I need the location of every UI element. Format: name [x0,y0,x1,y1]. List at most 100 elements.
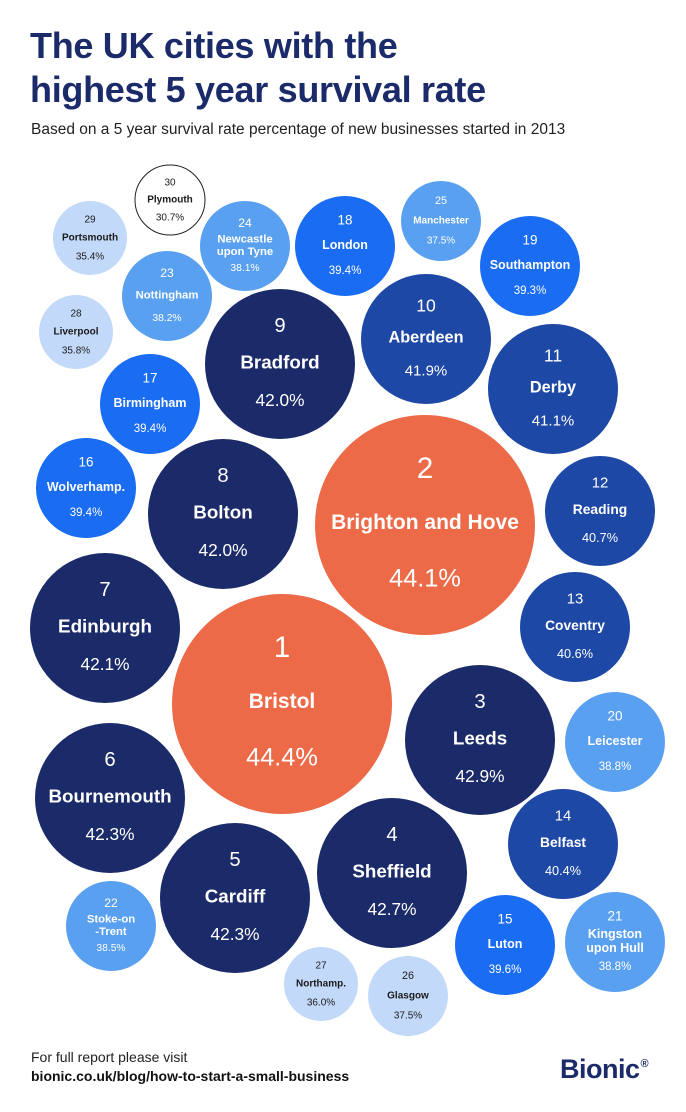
bubble-rate-label: 42.7% [367,899,416,919]
bubble-circle [35,723,185,873]
bubble-city-name: Portsmouth [62,232,118,243]
bubble-circle [39,295,113,369]
bubble-rank: 24 [238,216,252,230]
logo-text: Bionic [560,1054,640,1084]
bubble-rank: 25 [435,195,447,207]
bubble-rate-label: 38.1% [230,263,259,274]
bubble-city-name: Liverpool [53,326,98,337]
bubble-rank: 23 [160,266,174,280]
bubble-city-name: Northamp. [296,978,346,989]
bubble-rate-label: 42.9% [455,766,504,786]
bubble-circle [488,324,618,454]
bubble-12: 12 Reading 40.7% [545,456,655,566]
bubble-rate-label: 44.4% [246,744,318,772]
bubble-rate-label: 41.9% [405,362,448,379]
bubble-14: 14 Belfast 40.4% [508,789,618,899]
bubble-rank: 7 [99,579,110,601]
bubble-rate-label: 42.3% [85,824,134,844]
bubble-rate-label: 42.0% [198,540,247,560]
registered-mark: ® [640,1058,649,1070]
bubble-18: 18 London 39.4% [295,196,395,296]
bubble-rank: 13 [567,592,584,608]
bubble-23: 23 Nottingham 38.2% [122,251,212,341]
bubble-rank: 9 [274,315,285,337]
bubble-circle [66,881,156,971]
bubble-rank: 11 [544,345,562,365]
bubble-26: 26 Glasgow 37.5% [368,956,448,1036]
bubble-city-name: Sheffield [352,860,431,881]
bubble-15: 15 Luton 39.6% [455,895,555,995]
bubble-rank: 26 [402,970,414,982]
bubble-rate-label: 39.4% [134,423,167,435]
bubble-city-name: Plymouth [147,194,193,205]
bubble-city-name: -Trent [95,926,127,938]
bubble-2: 2 Brighton and Hove 44.1% [315,415,535,635]
bubble-rank: 19 [522,233,537,248]
bubble-rank: 1 [274,631,291,664]
bubble-9: 9 Bradford 42.0% [205,289,355,439]
bubble-circle [508,789,618,899]
bubble-rate-label: 38.8% [599,761,632,773]
bubble-30: 30 Plymouth 30.7% [134,164,206,236]
bubble-rank: 28 [70,308,82,319]
bubble-city-name: Leicester [588,734,643,748]
bubble-rate-label: 40.4% [545,864,581,878]
bubble-circle [368,956,448,1036]
bubble-circle [172,594,392,814]
bubble-city-name: upon Tyne [217,246,273,258]
report-link[interactable]: bionic.co.uk/blog/how-to-start-a-small-b… [31,1068,350,1084]
chart-title: The UK cities with the highest 5 year su… [30,24,486,112]
bubble-16: 16 Wolverhamp. 39.4% [36,438,136,538]
bubble-city-name: Cardiff [205,885,266,906]
bubble-rank: 3 [474,691,485,713]
bubble-city-name: Aberdeen [388,329,463,347]
bubble-city-name: Coventry [545,618,605,633]
bubble-rank: 18 [337,213,352,228]
bubble-rate-label: 35.4% [76,251,104,262]
bubble-rate-label: 42.3% [210,924,259,944]
bubble-rank: 4 [386,824,397,846]
footer-text: For full report please visit [31,1049,188,1065]
bubble-city-name: Southampton [490,258,571,272]
bubble-city-name: Bradford [240,351,319,372]
bubble-22: 22 Stoke-on-Trent 38.5% [66,881,156,971]
bubble-circle [295,196,395,296]
bubble-rate-label: 38.5% [96,943,125,954]
bubble-rank: 29 [84,214,96,225]
bubble-19: 19 Southampton 39.3% [480,216,580,316]
bubble-1: 1 Bristol 44.4% [172,594,392,814]
bubble-circle [361,274,491,404]
bubble-circle [565,692,665,792]
title-line-1: The UK cities with the [30,25,398,66]
bubble-city-name: Luton [488,937,523,951]
bubble-rank: 12 [592,476,609,492]
bubble-5: 5 Cardiff 42.3% [160,823,310,973]
bubble-city-name: Wolverhamp. [47,480,125,494]
bubble-circle [160,823,310,973]
bubble-rank: 17 [142,371,157,386]
bubble-rank: 21 [607,909,622,924]
bubble-rank: 5 [229,849,240,871]
bubble-rank: 20 [607,709,622,724]
bubble-circle [545,456,655,566]
bubble-city-name: Leeds [453,727,507,748]
bubble-circle [122,251,212,341]
bubble-city-name: Bristol [249,690,316,713]
bubble-city-name: Bournemouth [48,785,171,806]
bubble-circle [284,947,358,1021]
bubble-city-name: upon Hull [586,941,644,955]
bubble-circle [36,438,136,538]
bubble-circle [315,415,535,635]
bubble-rank: 14 [555,809,572,825]
bubble-rank: 2 [417,452,434,485]
bubble-city-name: Birmingham [114,396,187,410]
bubble-rate-label: 39.3% [514,285,547,297]
bubble-circle [317,798,467,948]
bubble-circle [134,164,206,236]
bubble-28: 28 Liverpool 35.8% [39,295,113,369]
bubble-8: 8 Bolton 42.0% [148,439,298,589]
bubble-circle [148,439,298,589]
title-line-2: highest 5 year survival rate [30,69,486,110]
